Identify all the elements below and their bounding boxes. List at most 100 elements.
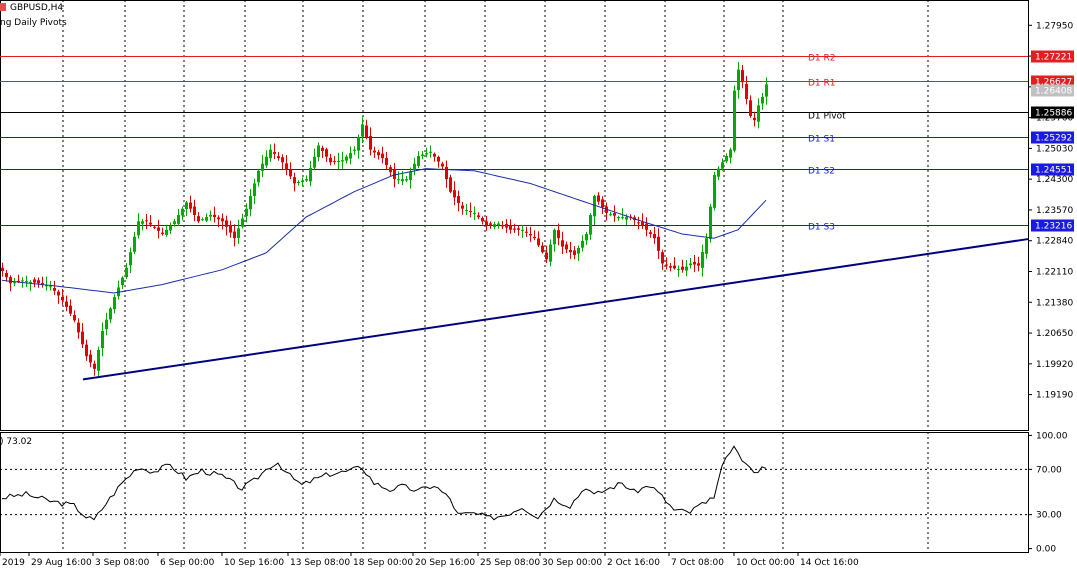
candle-body	[121, 277, 124, 286]
candle-body	[161, 232, 164, 234]
x-tick-label: 20 Sep 16:00	[415, 558, 475, 568]
candle	[297, 180, 300, 186]
candle-body	[205, 217, 208, 221]
candle	[501, 221, 504, 230]
y-tick-label: 1.19920	[1036, 360, 1073, 370]
candle	[469, 202, 472, 218]
candle-body	[585, 233, 588, 241]
candle-body	[221, 218, 224, 222]
candle	[765, 77, 768, 105]
candle	[261, 154, 264, 178]
candle-body	[553, 229, 556, 245]
candle	[33, 277, 36, 288]
price-tag-box	[1031, 106, 1074, 119]
candle-body	[497, 223, 500, 225]
candle-body	[601, 199, 604, 208]
candle	[185, 201, 188, 217]
candle	[489, 221, 492, 229]
y-tick-label: 1.22110	[1036, 267, 1073, 277]
candle	[125, 263, 128, 280]
candle	[461, 201, 464, 215]
candle-body	[709, 206, 712, 239]
candle-body	[453, 190, 456, 198]
candle-body	[741, 70, 744, 83]
candle	[421, 150, 424, 160]
candle	[173, 219, 176, 227]
candle-body	[477, 215, 480, 218]
candle	[117, 280, 120, 300]
candle	[533, 230, 536, 241]
candle	[197, 212, 200, 224]
candle	[593, 194, 596, 226]
candle	[265, 150, 268, 169]
candle	[553, 228, 556, 252]
candle-body	[617, 217, 620, 219]
price-tag-label: 1.26627	[1035, 78, 1072, 88]
x-tick-label: 30 Sep 00:00	[542, 558, 602, 568]
candle	[649, 229, 652, 238]
candle	[597, 192, 600, 205]
candle	[289, 162, 292, 179]
candle	[337, 152, 340, 170]
price-tag-box	[1031, 219, 1074, 232]
candle	[237, 219, 240, 245]
price-tag-label: 1.26408	[1035, 87, 1072, 97]
candle-body	[321, 147, 324, 152]
pivot-label: D1 Pivot	[808, 112, 846, 122]
symbol-color-swatch	[0, 3, 6, 14]
candle	[157, 219, 160, 239]
candle	[149, 215, 152, 228]
candle	[369, 127, 372, 156]
candle	[577, 245, 580, 261]
candle-body	[681, 266, 684, 270]
candle-body	[513, 228, 516, 230]
candle-body	[501, 225, 504, 227]
y-tick-label: 1.21380	[1036, 298, 1073, 308]
x-tick-label: 29 Aug 16:00	[31, 558, 92, 568]
candle	[697, 256, 700, 272]
candle-body	[345, 156, 348, 161]
candle-body	[621, 217, 624, 219]
price-tag-box	[1031, 50, 1074, 63]
candle	[433, 152, 436, 162]
candle	[609, 212, 612, 217]
candle	[665, 257, 668, 270]
trend-line	[82, 238, 1029, 381]
candle	[245, 203, 248, 223]
candle-body	[661, 252, 664, 264]
candle-body	[125, 267, 128, 278]
candle-body	[437, 156, 440, 162]
candle-body	[593, 196, 596, 217]
candle-body	[481, 217, 484, 222]
candle	[509, 219, 512, 234]
candle	[545, 245, 548, 263]
candle	[525, 226, 528, 238]
symbol-label: GBPUSD,H4	[10, 3, 64, 13]
candle-body	[97, 349, 100, 371]
candle	[749, 95, 752, 118]
candle	[445, 160, 448, 188]
candle-body	[669, 266, 672, 268]
candle	[121, 276, 124, 290]
candle-body	[269, 149, 272, 159]
candle-body	[285, 163, 288, 170]
candle	[453, 181, 456, 206]
candle	[669, 262, 672, 272]
candle-body	[93, 363, 96, 369]
candle	[741, 64, 744, 89]
candle	[673, 257, 676, 270]
candle-body	[641, 221, 644, 226]
candle-body	[337, 160, 340, 162]
candle-body	[765, 84, 768, 97]
candle	[517, 225, 520, 236]
candle	[621, 208, 624, 220]
candle-body	[685, 266, 688, 271]
y-tick-label: 1.22840	[1036, 237, 1073, 247]
candle	[449, 174, 452, 194]
candle-body	[349, 153, 352, 159]
candle-body	[181, 208, 184, 216]
candle-body	[673, 265, 676, 269]
candle-body	[653, 233, 656, 239]
candle	[229, 220, 232, 238]
